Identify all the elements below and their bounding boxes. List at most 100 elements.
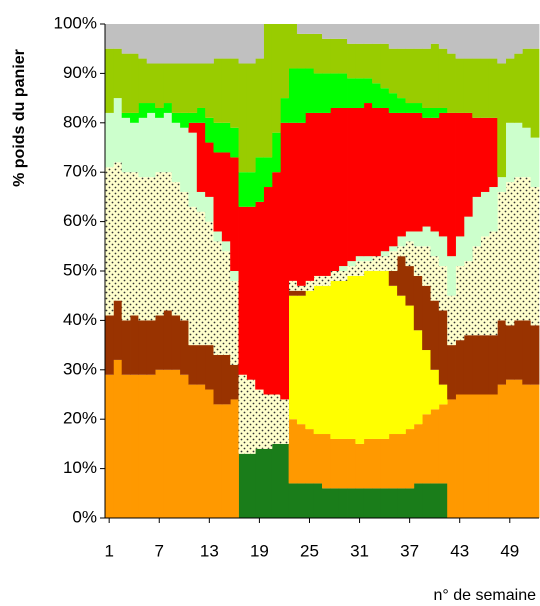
area-segment [372,488,381,518]
area-segment [180,63,189,113]
area-segment [447,24,456,54]
area-segment [388,271,398,286]
area-segment [405,241,415,267]
area-segment [121,24,131,54]
area-segment [230,157,239,271]
area-segment [330,271,340,281]
area-segment [230,364,239,400]
area-segment [405,488,415,518]
area-segment [313,73,323,113]
area-segment [163,112,173,173]
area-segment [322,38,331,74]
area-segment [355,488,365,518]
area-segment [347,261,356,267]
area-segment [472,24,481,59]
area-segment [221,404,231,518]
x-tick-label: 13 [200,541,219,560]
area-segment [363,261,373,271]
area-segment [397,256,406,296]
area-segment [380,43,390,89]
area-segment [363,438,373,489]
area-segment [230,24,239,59]
area-segment [288,280,298,291]
area-segment [413,330,423,425]
area-segment [355,256,365,262]
area-segment [338,38,348,74]
area-segment [196,384,206,518]
area-segment [472,58,481,118]
area-segment [413,483,423,518]
area-segment [513,53,523,123]
area-segment [438,236,448,267]
area-segment [363,78,373,104]
area-segment [113,162,123,301]
y-tick-label: 30% [63,359,97,378]
area-segment [380,488,390,518]
area-segment [380,256,390,271]
area-segment [463,261,473,336]
area-segment [196,122,206,192]
area-segment [322,488,331,518]
area-segment [338,271,348,281]
area-segment [380,251,390,257]
area-segment [397,98,406,113]
area-segment [305,33,315,69]
area-segment [447,53,456,113]
area-segment [163,103,173,113]
area-segment [313,33,323,74]
area-segment [355,443,365,489]
area-segment [388,93,398,113]
area-segment [113,48,123,99]
area-segment [472,246,481,336]
area-segment [246,172,256,207]
y-tick-label: 0% [72,507,97,526]
area-segment [305,112,315,281]
area-segment [405,266,415,306]
area-segment [397,236,406,247]
area-segment [280,98,290,123]
area-segment [372,107,381,257]
area-segment [196,107,206,123]
area-segment [280,443,290,518]
area-segment [271,394,281,444]
area-segment [422,117,431,227]
area-segment [438,404,448,484]
area-segment [205,345,214,390]
y-tick-label: 100% [54,13,97,32]
area-segment [180,127,189,192]
area-segment [296,68,306,123]
area-segment [505,325,515,380]
area-segment [263,157,273,188]
area-segment [330,38,340,74]
area-segment [196,211,206,346]
area-segment [422,483,431,518]
area-segment [372,271,381,439]
area-segment [455,112,465,237]
area-segment [296,285,306,291]
area-segment [288,122,298,281]
area-segment [255,157,264,202]
area-segment [296,33,306,69]
area-segment [296,483,306,518]
area-segment [163,310,173,370]
area-segment [363,488,373,518]
x-tick-label: 25 [300,541,319,560]
area-segment [480,335,490,395]
area-segment [305,429,315,484]
area-segment [488,231,498,336]
area-segment [438,48,448,108]
area-segment [505,182,515,326]
area-segment [347,78,356,108]
area-segment [322,434,331,489]
area-segment [497,24,507,64]
area-segment [271,443,281,518]
x-tick-label: 31 [350,541,369,560]
area-segment [322,275,331,286]
area-segment [213,152,223,232]
area-segment [388,251,398,271]
area-segment [530,48,540,138]
area-segment [105,24,114,49]
area-segment [130,24,139,54]
area-segment [430,24,440,44]
area-segment [280,399,290,444]
